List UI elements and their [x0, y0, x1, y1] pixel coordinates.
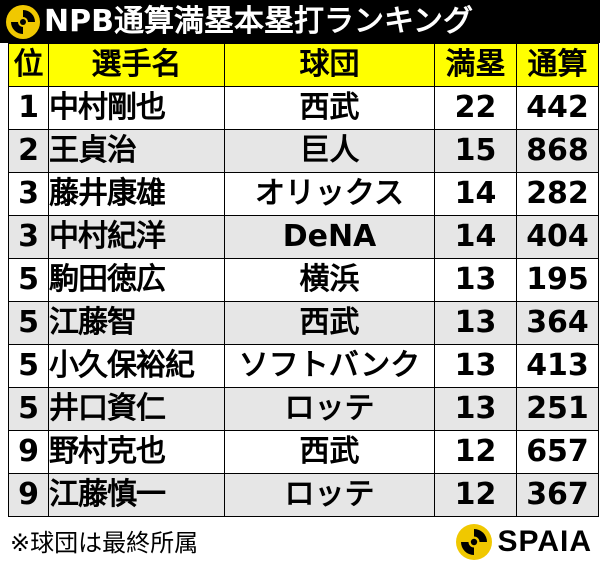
rank-cell: 3 — [8, 172, 49, 216]
career-hr-cell: 195 — [516, 258, 599, 302]
grand-slams-cell: 22 — [434, 86, 517, 130]
rank-cell: 9 — [8, 430, 49, 474]
ranking-table: 位 選手名 球団 満塁 通算 1 中村剛也 西武 22 442 2 王貞治 巨人… — [8, 43, 599, 517]
career-hr-cell: 282 — [516, 172, 599, 216]
team-cell: オリックス — [224, 172, 435, 216]
career-hr-cell: 868 — [516, 129, 599, 173]
team-cell: ソフトバンク — [224, 344, 435, 388]
career-hr-cell: 413 — [516, 344, 599, 388]
player-name-cell: 小久保裕紀 — [48, 344, 225, 388]
table-header-row: 位 選手名 球団 満塁 通算 — [8, 43, 599, 87]
page-title: NPB通算満塁本塁打ランキング — [44, 4, 474, 39]
header-name: 選手名 — [48, 43, 225, 87]
grand-slams-cell: 14 — [434, 215, 517, 259]
team-cell: 西武 — [224, 86, 435, 130]
career-hr-cell: 442 — [516, 86, 599, 130]
rank-cell: 5 — [8, 344, 49, 388]
spaia-logo-icon — [6, 4, 40, 39]
table-row: 3 藤井康雄 オリックス 14 282 — [8, 172, 599, 216]
team-cell: 横浜 — [224, 258, 435, 302]
header-rank: 位 — [8, 43, 49, 87]
player-name-cell: 野村克也 — [48, 430, 225, 474]
table-row: 1 中村剛也 西武 22 442 — [8, 86, 599, 130]
table-row: 9 野村克也 西武 12 657 — [8, 430, 599, 474]
rank-cell: 2 — [8, 129, 49, 173]
team-cell: 西武 — [224, 430, 435, 474]
team-cell: 西武 — [224, 301, 435, 345]
team-cell: ロッテ — [224, 473, 435, 517]
player-name-cell: 駒田徳広 — [48, 258, 225, 302]
player-name-cell: 藤井康雄 — [48, 172, 225, 216]
grand-slams-cell: 13 — [434, 258, 517, 302]
rank-cell: 1 — [8, 86, 49, 130]
table-row: 2 王貞治 巨人 15 868 — [8, 129, 599, 173]
header-career-hr: 通算 — [516, 43, 599, 87]
footnote: ※球団は最終所属 — [10, 529, 199, 557]
career-hr-cell: 404 — [516, 215, 599, 259]
player-name-cell: 江藤慎一 — [48, 473, 225, 517]
grand-slams-cell: 15 — [434, 129, 517, 173]
rank-cell: 3 — [8, 215, 49, 259]
rank-cell: 5 — [8, 301, 49, 345]
grand-slams-cell: 12 — [434, 430, 517, 474]
career-hr-cell: 364 — [516, 301, 599, 345]
grand-slams-cell: 13 — [434, 344, 517, 388]
brand-name: SPAIA — [497, 525, 592, 558]
grand-slams-cell: 13 — [434, 387, 517, 431]
rank-cell: 5 — [8, 387, 49, 431]
career-hr-cell: 657 — [516, 430, 599, 474]
career-hr-cell: 367 — [516, 473, 599, 517]
table-row: 9 江藤慎一 ロッテ 12 367 — [8, 473, 599, 517]
team-cell: DeNA — [224, 215, 435, 259]
table-row: 5 駒田徳広 横浜 13 195 — [8, 258, 599, 302]
grand-slams-cell: 13 — [434, 301, 517, 345]
team-cell: 巨人 — [224, 129, 435, 173]
player-name-cell: 井口資仁 — [48, 387, 225, 431]
grand-slams-cell: 12 — [434, 473, 517, 517]
table-row: 5 江藤智 西武 13 364 — [8, 301, 599, 345]
team-cell: ロッテ — [224, 387, 435, 431]
player-name-cell: 王貞治 — [48, 129, 225, 173]
brand-logo: SPAIA — [455, 524, 592, 560]
player-name-cell: 江藤智 — [48, 301, 225, 345]
rank-cell: 9 — [8, 473, 49, 517]
header-team: 球団 — [224, 43, 435, 87]
rank-cell: 5 — [8, 258, 49, 302]
header-grand-slams: 満塁 — [434, 43, 517, 87]
title-bar: NPB通算満塁本塁打ランキング — [0, 0, 600, 43]
table-row: 3 中村紀洋 DeNA 14 404 — [8, 215, 599, 259]
grand-slams-cell: 14 — [434, 172, 517, 216]
career-hr-cell: 251 — [516, 387, 599, 431]
spaia-logo-icon — [455, 524, 492, 560]
table-row: 5 小久保裕紀 ソフトバンク 13 413 — [8, 344, 599, 388]
player-name-cell: 中村剛也 — [48, 86, 225, 130]
player-name-cell: 中村紀洋 — [48, 215, 225, 259]
table-row: 5 井口資仁 ロッテ 13 251 — [8, 387, 599, 431]
